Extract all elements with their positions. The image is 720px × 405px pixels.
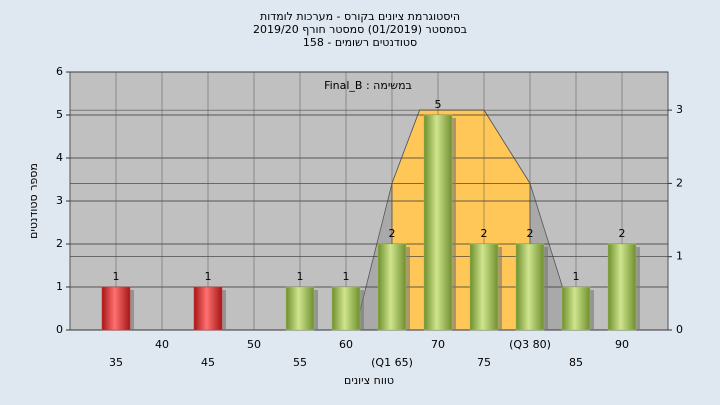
y-tick-label: 1 [56,280,63,293]
x-tick-label: 85 [569,356,583,369]
y2-tick-label: 2 [676,176,683,189]
y2-tick-label: 0 [676,323,683,336]
y-tick-label: 4 [56,151,63,164]
bar [607,243,637,331]
y2-tick-label: 1 [676,250,683,263]
x-tick-label: 45 [201,356,215,369]
value-label: 1 [113,270,120,283]
y-tick-label: 0 [56,323,63,336]
x-tick-label: 50 [247,338,261,351]
value-label: 2 [527,227,534,240]
bar [193,286,223,331]
value-label: 1 [573,270,580,283]
bar [423,114,453,331]
x-tick-label: 60 [339,338,353,351]
value-label: 2 [481,227,488,240]
bar [377,243,407,331]
bar [331,286,361,331]
bar [469,243,499,331]
x-tick-label: 70 [431,338,445,351]
x-tick-label: (Q3 80) [509,338,551,351]
x-tick-label: 55 [293,356,307,369]
bar [561,286,591,331]
value-label: 1 [297,270,304,283]
x-tick-label: (Q1 65) [371,356,413,369]
value-label: 5 [435,98,442,111]
x-tick-label: 40 [155,338,169,351]
value-label: 2 [619,227,626,240]
y-tick-label: 2 [56,237,63,250]
x-axis-label: טווח ציונים [344,374,394,387]
y-axis-label: מספר סטודנטים [27,163,40,239]
x-tick-label: 35 [109,356,123,369]
y-tick-label: 3 [56,194,63,207]
y-tick-label: 5 [56,108,63,121]
chart-title: היסטוגרמת ציונים בקורס - מערכות לומדות [260,10,460,23]
x-tick-label: 90 [615,338,629,351]
y-tick-label: 6 [56,65,63,78]
value-label: 1 [205,270,212,283]
value-label: 2 [389,227,396,240]
bar [515,243,545,331]
value-label: 1 [343,270,350,283]
annotation: Final_B : במשימה [324,79,412,92]
y2-tick-label: 3 [676,103,683,116]
chart-title: סטודנטים רשומים - 158 [303,36,417,49]
bar [285,286,315,331]
bar [101,286,131,331]
chart-title: בסמסטר (01/2019) סמסטר חורף 2019/20 [253,23,467,36]
x-tick-label: 75 [477,356,491,369]
